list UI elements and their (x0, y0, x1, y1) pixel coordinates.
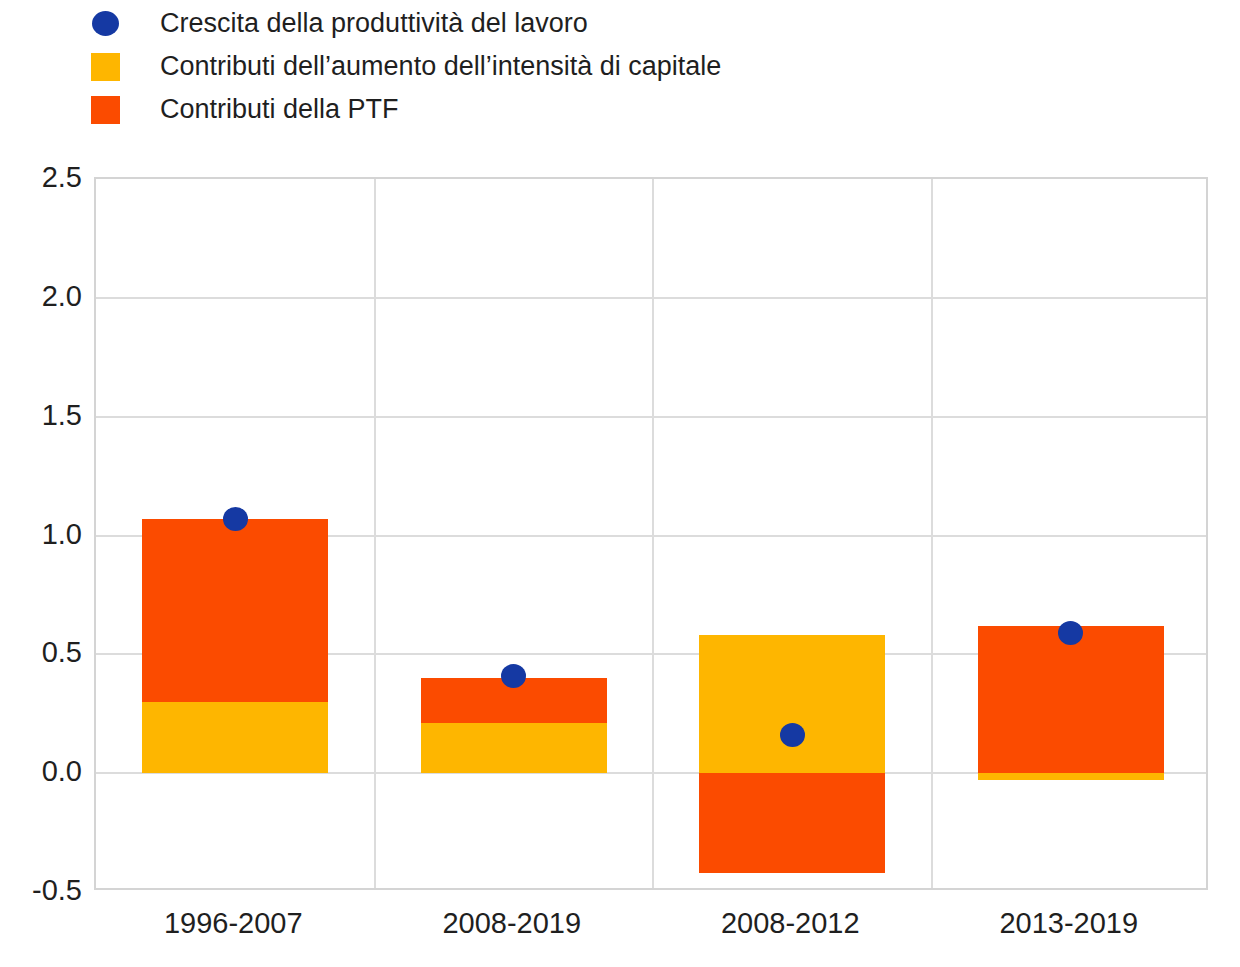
y-axis-tick-label: 1.5 (0, 399, 82, 431)
legend-item-capital-intensity: Contributi dell’aumento dell’intensità d… (88, 45, 721, 88)
legend-item-productivity: Crescita della produttività del lavoro (88, 2, 721, 45)
legend-label: Contributi della PTF (160, 88, 399, 131)
circle-marker-icon (92, 11, 119, 36)
x-axis-tick-label: 2008-2012 (670, 906, 910, 940)
legend: Crescita della produttività del lavoro C… (88, 2, 721, 131)
y-axis-tick-label: 2.5 (0, 161, 82, 193)
bar-segment (978, 626, 1164, 773)
legend-item-ptf: Contributi della PTF (88, 88, 721, 131)
x-axis-tick-label: 2013-2019 (949, 906, 1189, 940)
bar-segment (978, 773, 1164, 780)
data-point-dot (780, 723, 805, 747)
data-point-dot (223, 507, 248, 531)
data-point-dot (501, 664, 526, 688)
marker-cell (88, 53, 122, 81)
x-axis-tick-label: 2008-2019 (392, 906, 632, 940)
gridline-horizontal (96, 416, 1206, 418)
y-axis-tick-label: 0.5 (0, 636, 82, 668)
gridline-vertical (931, 179, 933, 888)
bar-segment (142, 702, 328, 773)
chart-container: Crescita della produttività del lavoro C… (0, 0, 1240, 967)
x-axis-tick-label: 1996-2007 (113, 906, 353, 940)
bar-segment (699, 635, 885, 773)
marker-cell (88, 96, 122, 124)
bar-segment (699, 773, 885, 873)
y-axis-tick-label: 0.0 (0, 755, 82, 787)
gridline-horizontal (96, 297, 1206, 299)
y-axis-tick-label: -0.5 (0, 874, 82, 906)
y-axis-tick-label: 1.0 (0, 518, 82, 550)
legend-label: Crescita della produttività del lavoro (160, 2, 588, 45)
square-marker-icon (91, 53, 120, 81)
gridline-vertical (374, 179, 376, 888)
legend-label: Contributi dell’aumento dell’intensità d… (160, 45, 721, 88)
bar-segment (142, 519, 328, 702)
y-axis-tick-label: 2.0 (0, 280, 82, 312)
bar-segment (421, 723, 607, 773)
gridline-vertical (652, 179, 654, 888)
plot-area (94, 177, 1208, 890)
marker-cell (88, 11, 122, 36)
square-marker-icon (91, 96, 120, 124)
